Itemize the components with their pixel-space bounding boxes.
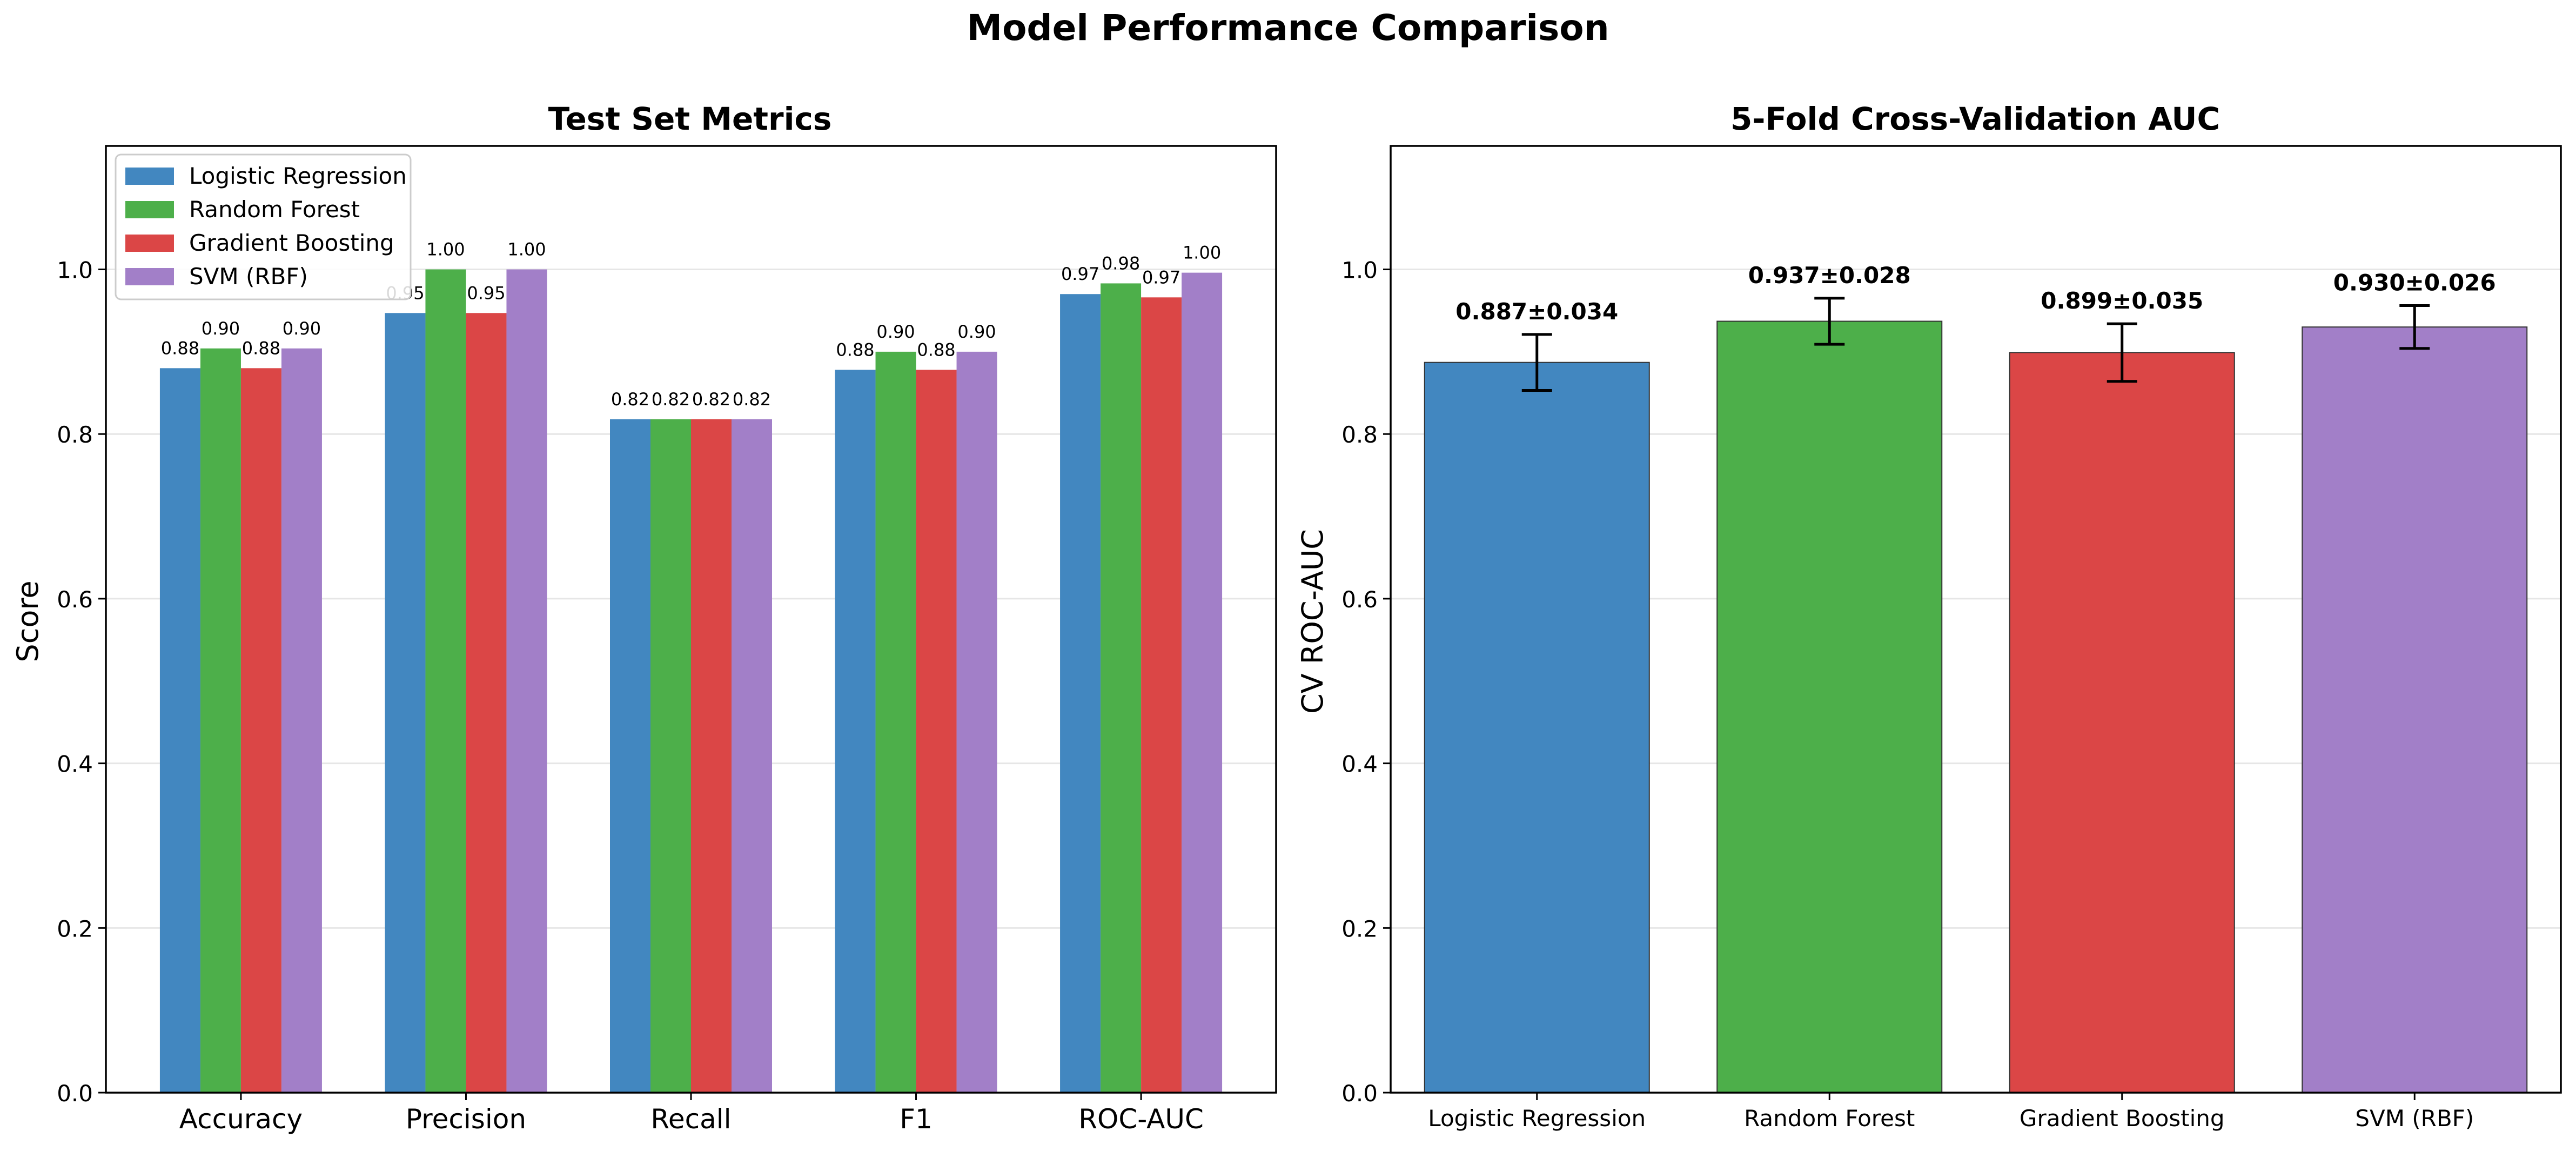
- legend-swatch-svm-rbf: [125, 268, 174, 285]
- bar-svm-rbf: [2302, 326, 2528, 1094]
- x-tick-label: Logistic Regression: [1428, 1105, 1646, 1132]
- data-label: 0.90: [202, 318, 240, 339]
- legend: Logistic Regression Random Forest Gradient…: [115, 153, 412, 300]
- y-tick-label: 0.6: [1341, 586, 1378, 613]
- data-label: 0.90: [957, 322, 996, 342]
- bar-gradient-boosting: [2009, 352, 2235, 1093]
- y-tick-label: 0.4: [57, 751, 93, 778]
- data-label: 0.88: [836, 339, 874, 360]
- data-label: 0.88: [161, 338, 199, 358]
- data-label: 0.95: [467, 283, 505, 303]
- data-label: 1.00: [1183, 243, 1221, 263]
- y-tick-label: 0.8: [57, 421, 93, 448]
- bar-accuracy-logistic-regression: [159, 368, 200, 1093]
- x-tick-label: Random Forest: [1744, 1105, 1915, 1132]
- data-label: 0.887±0.034: [1455, 298, 1618, 325]
- legend-label-svm-rbf: SVM (RBF): [189, 263, 308, 290]
- data-label: 0.88: [242, 338, 280, 358]
- bar-roc-auc-logistic-regression: [1060, 294, 1101, 1093]
- legend-swatch-logistic-regression: [125, 168, 174, 185]
- data-label: 0.930±0.026: [2333, 270, 2496, 296]
- legend-label-logistic-regression: Logistic Regression: [189, 163, 407, 189]
- bar-logistic-regression: [1424, 362, 1650, 1093]
- data-label: 0.82: [611, 389, 649, 410]
- bar-roc-auc-random-forest: [1101, 283, 1142, 1093]
- data-label: 0.97: [1142, 267, 1180, 287]
- data-label: 0.90: [876, 322, 915, 342]
- data-label: 0.97: [1061, 264, 1099, 284]
- data-label: 0.82: [692, 389, 730, 410]
- chart-title-cv-auc: 5-Fold Cross-Validation AUC: [1730, 101, 2220, 137]
- bar-accuracy-random-forest: [200, 348, 241, 1093]
- y-tick-label: 0.8: [1341, 421, 1378, 448]
- data-label: 0.88: [917, 339, 955, 360]
- bar-accuracy-gradient-boosting: [240, 368, 281, 1093]
- y-tick-label: 0.0: [57, 1080, 93, 1107]
- bar-f1-svm-rbf: [956, 351, 997, 1093]
- bar-precision-svm-rbf: [506, 269, 547, 1093]
- y-axis-label-cv-roc-auc: CV ROC-AUC: [1296, 529, 1330, 714]
- bar-roc-auc-svm-rbf: [1182, 272, 1223, 1093]
- legend-box: [115, 153, 412, 300]
- data-label: 0.899±0.035: [2041, 287, 2203, 314]
- figure-title: Model Performance Comparison: [967, 7, 1609, 49]
- legend-swatch-random-forest: [125, 201, 174, 218]
- test-set-metrics-chart: Test Set Metrics Score 0.0 0.2 0.4 0.6 0.8 1.…: [11, 101, 1277, 1135]
- bar-f1-logistic-regression: [835, 370, 876, 1093]
- data-label: 0.937±0.028: [1748, 262, 1911, 289]
- bar-accuracy-svm-rbf: [281, 348, 322, 1093]
- bar-random-forest: [1716, 320, 1943, 1093]
- bar-precision-logistic-regression: [385, 313, 426, 1093]
- bar-roc-auc-gradient-boosting: [1141, 297, 1182, 1093]
- data-label: 0.98: [1102, 253, 1140, 273]
- x-tick-label: ROC-AUC: [1078, 1103, 1204, 1135]
- plot-frame: [1390, 145, 2562, 1094]
- bar-recall-gradient-boosting: [691, 419, 732, 1093]
- bar-f1-random-forest: [875, 351, 916, 1093]
- y-tick-label: 1.0: [1341, 257, 1378, 284]
- legend-label-gradient-boosting: Gradient Boosting: [189, 230, 394, 256]
- x-tick-label: Precision: [406, 1103, 526, 1135]
- y-tick-label: 0.2: [57, 915, 93, 942]
- data-label: 0.82: [652, 389, 690, 410]
- y-tick-label: 0.0: [1341, 1080, 1378, 1107]
- bar-recall-random-forest: [650, 419, 691, 1093]
- y-axis-label-score: Score: [11, 580, 45, 662]
- chart-title-test-metrics: Test Set Metrics: [548, 101, 832, 137]
- bar-recall-logistic-regression: [610, 419, 650, 1093]
- x-tick-label: Recall: [650, 1103, 731, 1135]
- cv-auc-chart: 5-Fold Cross-Validation AUC CV ROC-AUC 0…: [1296, 101, 2562, 1132]
- bar-recall-svm-rbf: [732, 419, 772, 1093]
- x-tick-label: Accuracy: [179, 1103, 303, 1135]
- x-tick-label: F1: [900, 1103, 933, 1135]
- data-label: 0.82: [733, 389, 771, 410]
- x-tick-label: Gradient Boosting: [2020, 1105, 2225, 1132]
- y-tick-label: 0.2: [1341, 915, 1378, 942]
- data-label: 0.90: [283, 318, 321, 339]
- y-tick-label: 1.0: [57, 257, 93, 284]
- bar-precision-gradient-boosting: [466, 313, 507, 1093]
- data-label: 1.00: [507, 239, 546, 260]
- x-tick-label: SVM (RBF): [2355, 1105, 2474, 1132]
- plot-frame: [105, 145, 1277, 1094]
- data-label: 1.00: [426, 239, 465, 260]
- y-tick-label: 0.4: [1341, 751, 1378, 778]
- legend-swatch-gradient-boosting: [125, 235, 174, 252]
- bar-precision-random-forest: [425, 269, 466, 1093]
- legend-label-random-forest: Random Forest: [189, 196, 360, 223]
- y-tick-label: 0.6: [57, 586, 93, 613]
- bar-f1-gradient-boosting: [916, 370, 957, 1093]
